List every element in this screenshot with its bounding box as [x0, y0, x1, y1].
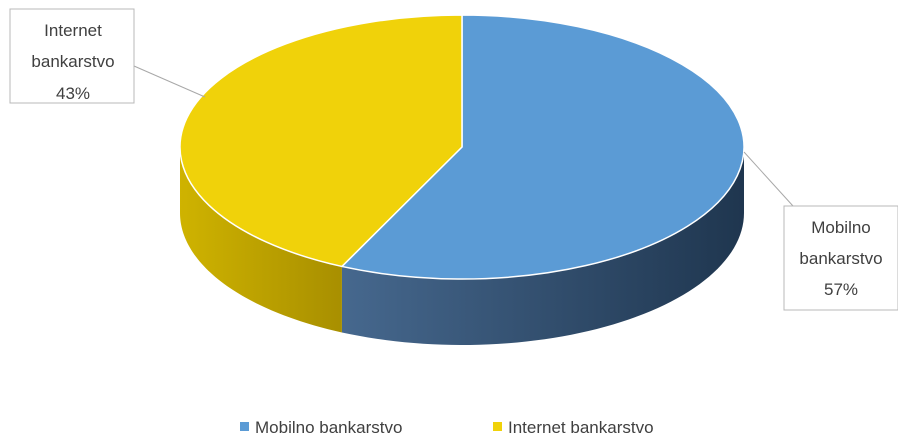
data-label-line-0-0: Mobilno [811, 218, 871, 237]
data-label-line-0-1: bankarstvo [799, 249, 882, 268]
slice-1[interactable] [179, 14, 463, 268]
pie-tops [179, 14, 745, 280]
legend-label-0: Mobilno bankarstvo [255, 418, 402, 437]
data-label-line-0-2: 57% [824, 280, 858, 299]
data-label-line-1-0: Internet [44, 21, 102, 40]
data-label-box-1 [9, 8, 135, 104]
leader-line-1 [133, 65, 206, 98]
data-labels: Mobilno bankarstvo 57% Internet bankarstvo 43… [9, 8, 898, 311]
data-label-line-1-1: bankarstvo [31, 52, 114, 71]
legend-swatch-0 [240, 422, 249, 431]
legend-swatch-1 [493, 422, 502, 431]
slice-0[interactable] [340, 14, 745, 280]
data-label-line-1-2: 43% [56, 84, 90, 103]
legend-label-1: Internet bankarstvo [508, 418, 654, 437]
legend: Mobilno bankarstvo Internet bankarstvo [240, 418, 654, 437]
leader-line-0 [743, 151, 794, 207]
data-label-box-0 [783, 205, 898, 311]
slice-side-0 [341, 147, 744, 345]
